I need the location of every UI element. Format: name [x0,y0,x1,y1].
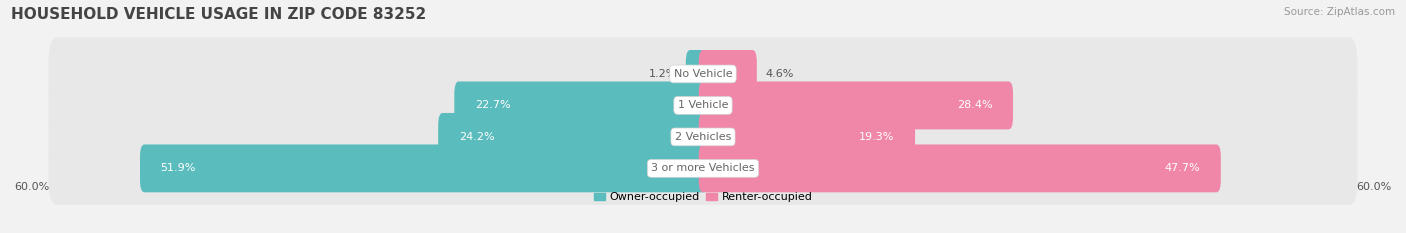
FancyBboxPatch shape [439,113,707,161]
Text: 60.0%: 60.0% [14,182,49,192]
FancyBboxPatch shape [141,144,707,192]
Text: 51.9%: 51.9% [160,163,195,173]
Text: 47.7%: 47.7% [1164,163,1201,173]
Text: 1.2%: 1.2% [648,69,678,79]
Text: 1 Vehicle: 1 Vehicle [678,100,728,110]
FancyBboxPatch shape [48,132,1358,205]
FancyBboxPatch shape [48,38,1358,110]
Text: No Vehicle: No Vehicle [673,69,733,79]
Text: HOUSEHOLD VEHICLE USAGE IN ZIP CODE 83252: HOUSEHOLD VEHICLE USAGE IN ZIP CODE 8325… [11,7,426,22]
FancyBboxPatch shape [48,69,1358,142]
Legend: Owner-occupied, Renter-occupied: Owner-occupied, Renter-occupied [593,192,813,202]
Text: Source: ZipAtlas.com: Source: ZipAtlas.com [1284,7,1395,17]
FancyBboxPatch shape [699,50,756,98]
FancyBboxPatch shape [699,113,915,161]
Text: 22.7%: 22.7% [475,100,510,110]
Text: 2 Vehicles: 2 Vehicles [675,132,731,142]
Text: 19.3%: 19.3% [859,132,894,142]
FancyBboxPatch shape [48,100,1358,173]
FancyBboxPatch shape [699,144,1220,192]
Text: 24.2%: 24.2% [458,132,495,142]
Text: 60.0%: 60.0% [1357,182,1392,192]
FancyBboxPatch shape [454,82,707,129]
FancyBboxPatch shape [699,82,1012,129]
FancyBboxPatch shape [686,50,707,98]
Text: 3 or more Vehicles: 3 or more Vehicles [651,163,755,173]
Text: 28.4%: 28.4% [957,100,993,110]
Text: 4.6%: 4.6% [765,69,794,79]
